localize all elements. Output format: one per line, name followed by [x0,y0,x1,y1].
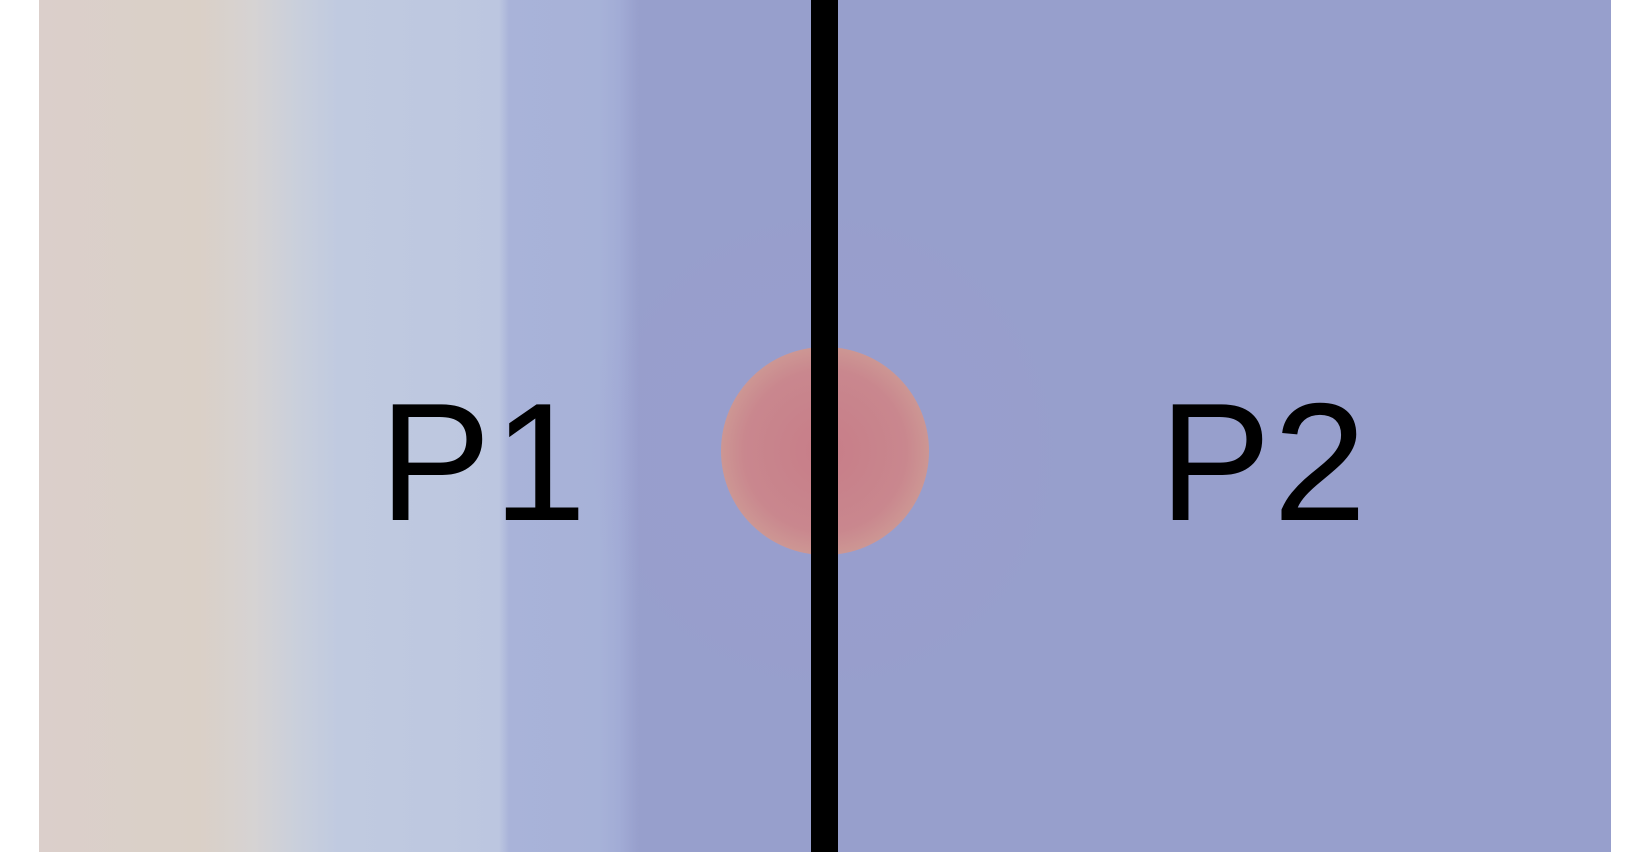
interface-divider [811,0,838,852]
region-label-p2: P2 [1159,368,1369,556]
region-label-p1: P1 [379,368,589,556]
